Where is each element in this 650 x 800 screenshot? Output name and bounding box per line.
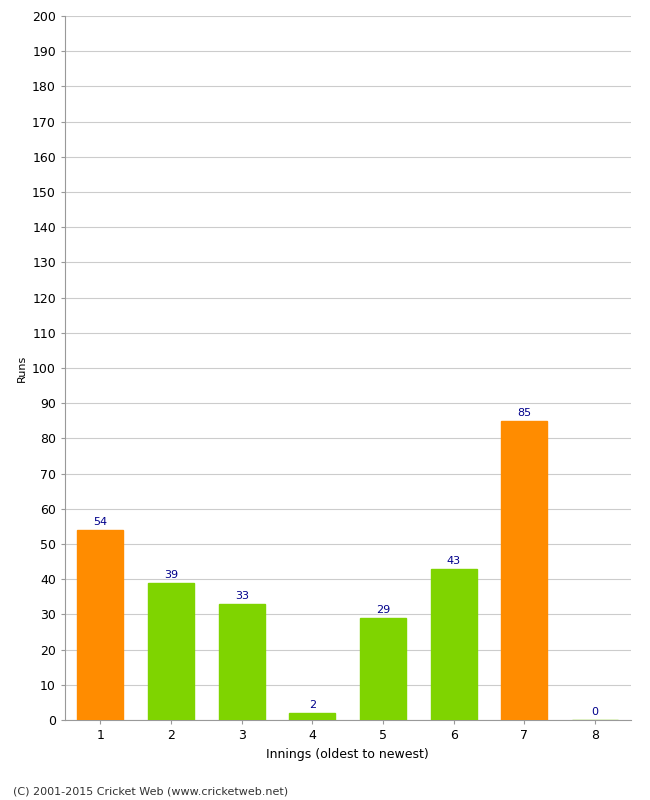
Bar — [502, 421, 547, 720]
Bar — [360, 618, 406, 720]
Bar — [219, 604, 265, 720]
Text: 29: 29 — [376, 605, 390, 615]
Bar — [431, 569, 476, 720]
Text: 33: 33 — [235, 591, 249, 601]
Text: 0: 0 — [592, 707, 599, 717]
Text: 43: 43 — [447, 556, 461, 566]
X-axis label: Innings (oldest to newest): Innings (oldest to newest) — [266, 747, 429, 761]
Text: 54: 54 — [94, 517, 107, 527]
Bar — [148, 582, 194, 720]
Text: 39: 39 — [164, 570, 178, 580]
Bar — [77, 530, 124, 720]
Text: 2: 2 — [309, 700, 316, 710]
Text: (C) 2001-2015 Cricket Web (www.cricketweb.net): (C) 2001-2015 Cricket Web (www.cricketwe… — [13, 786, 288, 796]
Bar — [289, 713, 335, 720]
Y-axis label: Runs: Runs — [16, 354, 27, 382]
Text: 85: 85 — [517, 408, 532, 418]
